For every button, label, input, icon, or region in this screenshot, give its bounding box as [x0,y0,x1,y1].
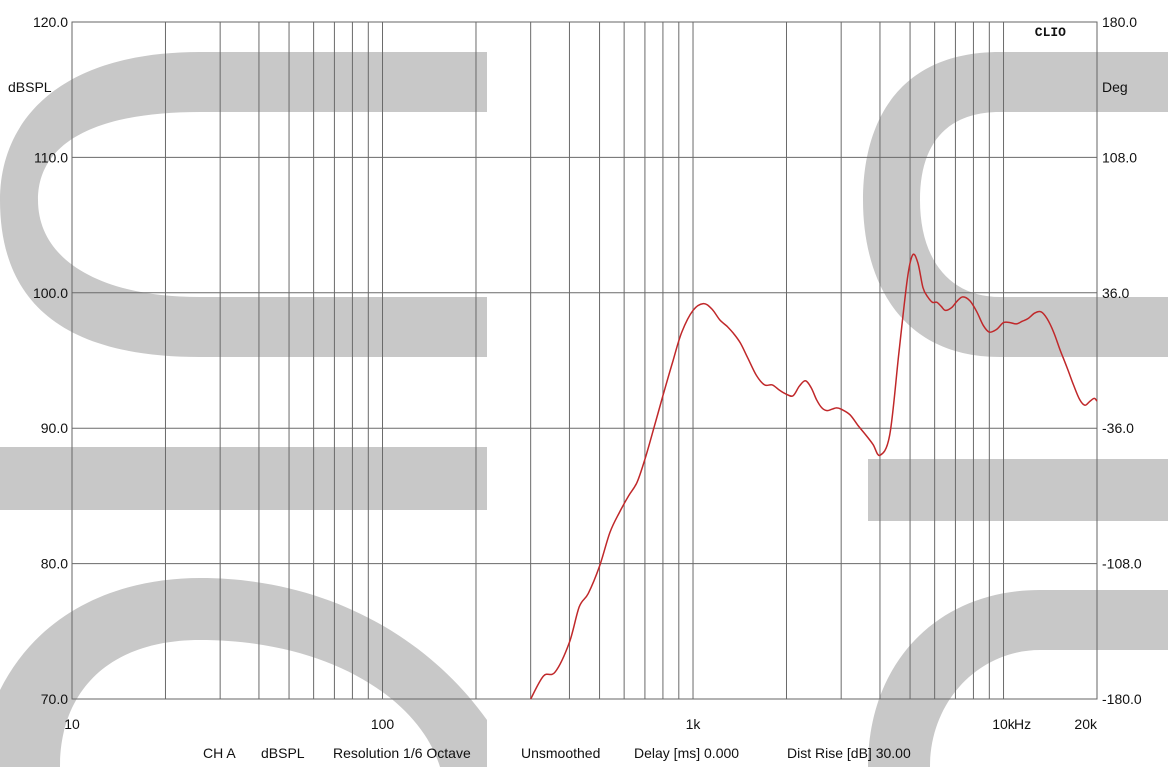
y-tick-label: 90.0 [41,420,68,436]
y2-tick-label: 180.0 [1102,14,1137,30]
footer-info: CH A dBSPL Resolution 1/6 Octave Unsmoot… [203,745,911,761]
y2-tick-label: 36.0 [1102,285,1129,301]
y-tick-label: 120.0 [33,14,68,30]
footer-dist-rise: Dist Rise [dB] 30.00 [787,745,911,761]
x-tick-label: 1k [686,716,702,732]
x-tick-label: 100 [371,716,395,732]
y2-tick-label: -180.0 [1102,691,1142,707]
y-tick-label: 100.0 [33,285,68,301]
y-tick-label: 110.0 [34,149,68,165]
footer-unit: dBSPL [261,745,305,761]
y-axis-label: dBSPL [8,79,52,95]
x-tick-label: 10k [992,716,1016,732]
y-axis-right: -180.0 -108.0 -36.0 36.0 108.0 180.0 [1102,14,1142,707]
y-tick-label: 80.0 [41,556,68,572]
x-axis: 10 100 1k 10k 20k [64,716,1098,732]
x-tick-label: 10 [64,716,80,732]
y2-tick-label: -36.0 [1102,420,1134,436]
brand-label: CLIO [1035,25,1066,40]
y2-tick-label: -108.0 [1102,556,1142,572]
y-axis-left: 70.0 80.0 90.0 100.0 110.0 120.0 [33,14,68,707]
y2-axis-label: Deg [1102,79,1128,95]
y2-tick-label: 108.0 [1102,149,1137,165]
x-tick-label: 20k [1074,716,1098,732]
footer-smoothing: Unsmoothed [521,745,600,761]
x-axis-unit: Hz [1014,716,1031,732]
spl-series-line [530,253,1098,700]
footer-channel: CH A [203,745,236,761]
grid-lines [72,22,1097,699]
footer-delay: Delay [ms] 0.000 [634,745,739,761]
series-layer [530,253,1098,700]
plot-frame [71,21,1098,700]
watermark-logo [0,52,1168,767]
footer-resolution: Resolution 1/6 Octave [333,745,471,761]
y-tick-label: 70.0 [41,691,68,707]
